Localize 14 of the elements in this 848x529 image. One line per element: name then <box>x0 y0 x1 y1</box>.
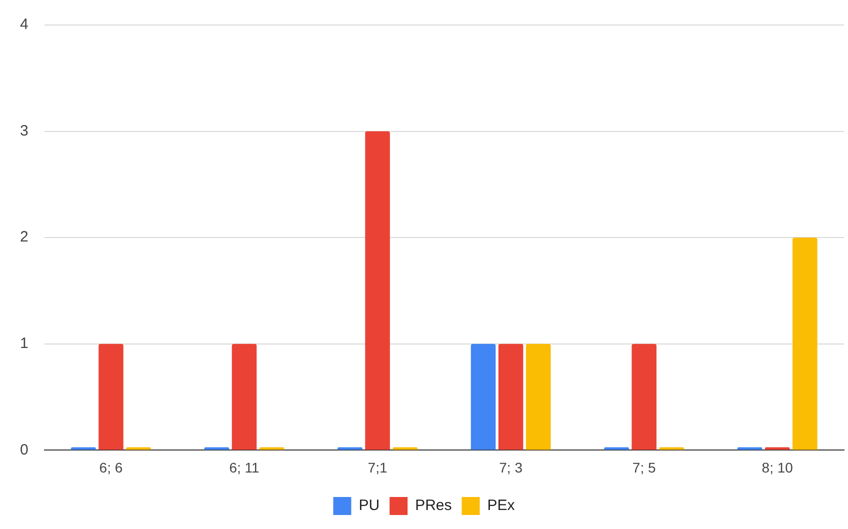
legend-label: PRes <box>415 497 452 514</box>
legend-label: PEx <box>487 497 516 514</box>
x-tick-label: 6; 11 <box>229 459 260 476</box>
y-tick-label: 1 <box>20 335 28 352</box>
y-tick-label: 4 <box>20 16 28 34</box>
legend-label: PU <box>358 497 380 514</box>
y-tick-label: 0 <box>20 441 28 458</box>
x-tick-label: 7;1 <box>368 459 388 476</box>
x-tick-label: 6; 6 <box>99 459 123 476</box>
x-tick-label: 8; 10 <box>762 459 794 476</box>
x-tick-label: 7; 5 <box>632 459 656 476</box>
y-tick-label: 2 <box>20 228 28 246</box>
x-tick-label: 7; 3 <box>499 459 523 476</box>
y-tick-label: 3 <box>20 122 28 140</box>
